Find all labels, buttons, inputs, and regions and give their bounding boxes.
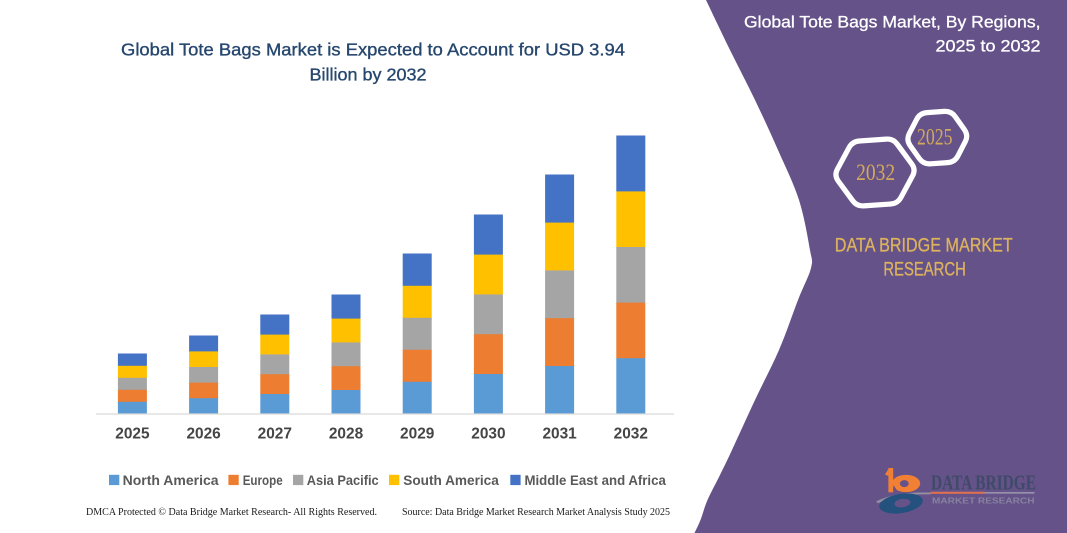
svg-text:2025 to 2032: 2025 to 2032 bbox=[936, 36, 1041, 55]
svg-text:2025: 2025 bbox=[917, 124, 953, 149]
svg-text:Middle East and Africa: Middle East and Africa bbox=[525, 472, 667, 488]
svg-text:2029: 2029 bbox=[400, 426, 434, 443]
svg-text:South America: South America bbox=[403, 472, 499, 488]
svg-text:2025: 2025 bbox=[115, 426, 149, 443]
svg-text:DMCA Protected © Data Bridge M: DMCA Protected © Data Bridge Market Rese… bbox=[86, 507, 377, 518]
svg-text:Europe: Europe bbox=[243, 472, 283, 488]
svg-text:MARKET RESEARCH: MARKET RESEARCH bbox=[932, 496, 1035, 506]
svg-text:North America: North America bbox=[123, 472, 219, 488]
svg-text:DATA BRIDGE MARKET: DATA BRIDGE MARKET bbox=[835, 235, 1013, 257]
svg-text:Asia Pacific: Asia Pacific bbox=[307, 472, 379, 488]
svg-text:2031: 2031 bbox=[542, 426, 576, 443]
svg-text:Billion by 2032: Billion by 2032 bbox=[310, 65, 427, 85]
svg-text:Source: Data Bridge Market Res: Source: Data Bridge Market Research Mark… bbox=[402, 507, 670, 518]
svg-text:2032: 2032 bbox=[856, 160, 895, 185]
svg-text:2026: 2026 bbox=[186, 426, 220, 443]
svg-text:2028: 2028 bbox=[329, 426, 363, 443]
svg-text:DATA BRIDGE: DATA BRIDGE bbox=[931, 471, 1036, 495]
svg-text:Global Tote Bags Market, By Re: Global Tote Bags Market, By Regions, bbox=[744, 13, 1041, 32]
svg-text:Global Tote Bags Market is Exp: Global Tote Bags Market is Expected to A… bbox=[121, 40, 625, 60]
svg-text:RESEARCH: RESEARCH bbox=[883, 259, 966, 281]
svg-text:2030: 2030 bbox=[471, 426, 505, 443]
svg-text:2032: 2032 bbox=[614, 426, 648, 443]
svg-text:2027: 2027 bbox=[258, 426, 292, 443]
